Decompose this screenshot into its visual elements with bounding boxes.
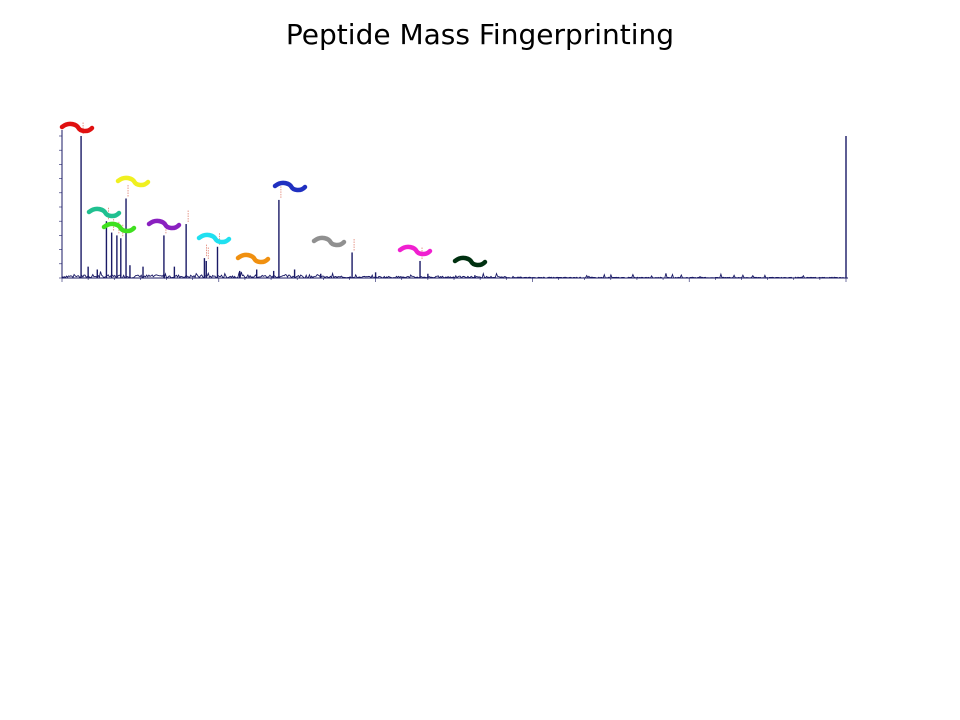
x-axis-ticks [61, 278, 847, 282]
peptide-marker [59, 121, 95, 134]
peptide-marker [101, 221, 137, 234]
peptide-marker [146, 218, 182, 231]
peptide-marker [235, 252, 271, 265]
peptide-markers [59, 121, 488, 268]
peptide-marker [86, 206, 122, 219]
spectrum-peaks [80, 136, 847, 278]
peptide-marker [272, 180, 308, 193]
peptide-marker [397, 244, 433, 257]
slide-title: Peptide Mass Fingerprinting [285, 18, 675, 51]
peptide-marker [196, 232, 232, 245]
peptide-marker [115, 175, 151, 188]
peptide-marker [311, 235, 347, 248]
spectrum-trace [61, 271, 846, 280]
peak-labels [82, 122, 423, 259]
peptide-marker [452, 255, 488, 268]
